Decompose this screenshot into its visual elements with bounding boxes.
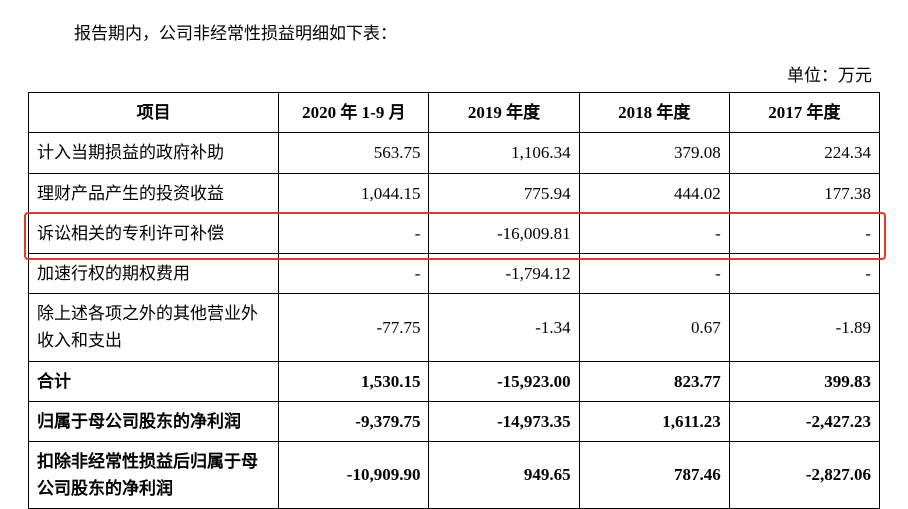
cell: - [579,253,729,293]
table-row: 加速行权的期权费用--1,794.12-- [29,253,880,293]
cell: 823.77 [579,361,729,401]
cell: 563.75 [279,133,429,173]
table-wrap: 项目 2020 年 1-9 月 2019 年度 2018 年度 2017 年度 … [28,92,880,509]
col-0: 项目 [29,93,279,133]
table-row: 理财产品产生的投资收益1,044.15775.94444.02177.38 [29,173,880,213]
row-label: 诉讼相关的专利许可补偿 [29,213,279,253]
row-label: 加速行权的期权费用 [29,253,279,293]
col-3: 2018 年度 [579,93,729,133]
cell: 1,530.15 [279,361,429,401]
detail-table: 项目 2020 年 1-9 月 2019 年度 2018 年度 2017 年度 … [28,92,880,509]
cell: - [579,213,729,253]
table-body: 计入当期损益的政府补助563.751,106.34379.08224.34理财产… [29,133,880,509]
intro-text: 报告期内，公司非经常性损益明细如下表： [74,20,880,47]
cell: - [729,253,879,293]
unit-label: 单位：万元 [28,61,872,86]
cell: - [729,213,879,253]
cell: -77.75 [279,294,429,361]
cell: 444.02 [579,173,729,213]
cell: 177.38 [729,173,879,213]
cell: 1,611.23 [579,401,729,441]
cell: -1.34 [429,294,579,361]
cell: -9,379.75 [279,401,429,441]
row-label: 扣除非经常性损益后归属于母公司股东的净利润 [29,441,279,508]
table-row: 诉讼相关的专利许可补偿--16,009.81-- [29,213,880,253]
row-label: 计入当期损益的政府补助 [29,133,279,173]
table-row: 计入当期损益的政府补助563.751,106.34379.08224.34 [29,133,880,173]
cell: -2,827.06 [729,441,879,508]
cell: 0.67 [579,294,729,361]
col-2: 2019 年度 [429,93,579,133]
cell: -16,009.81 [429,213,579,253]
cell: - [279,213,429,253]
cell: 787.46 [579,441,729,508]
table-row: 除上述各项之外的其他营业外收入和支出-77.75-1.340.67-1.89 [29,294,880,361]
cell: -2,427.23 [729,401,879,441]
cell: - [279,253,429,293]
cell: 1,044.15 [279,173,429,213]
cell: -1,794.12 [429,253,579,293]
cell: 399.83 [729,361,879,401]
row-label: 合计 [29,361,279,401]
cell: 775.94 [429,173,579,213]
header-row: 项目 2020 年 1-9 月 2019 年度 2018 年度 2017 年度 [29,93,880,133]
cell: 379.08 [579,133,729,173]
cell: -15,923.00 [429,361,579,401]
row-label: 除上述各项之外的其他营业外收入和支出 [29,294,279,361]
table-row: 归属于母公司股东的净利润-9,379.75-14,973.351,611.23-… [29,401,880,441]
cell: -14,973.35 [429,401,579,441]
cell: 1,106.34 [429,133,579,173]
cell: 949.65 [429,441,579,508]
cell: -10,909.90 [279,441,429,508]
col-4: 2017 年度 [729,93,879,133]
cell: -1.89 [729,294,879,361]
table-row: 扣除非经常性损益后归属于母公司股东的净利润-10,909.90949.65787… [29,441,880,508]
row-label: 理财产品产生的投资收益 [29,173,279,213]
cell: 224.34 [729,133,879,173]
col-1: 2020 年 1-9 月 [279,93,429,133]
row-label: 归属于母公司股东的净利润 [29,401,279,441]
table-row: 合计1,530.15-15,923.00823.77399.83 [29,361,880,401]
